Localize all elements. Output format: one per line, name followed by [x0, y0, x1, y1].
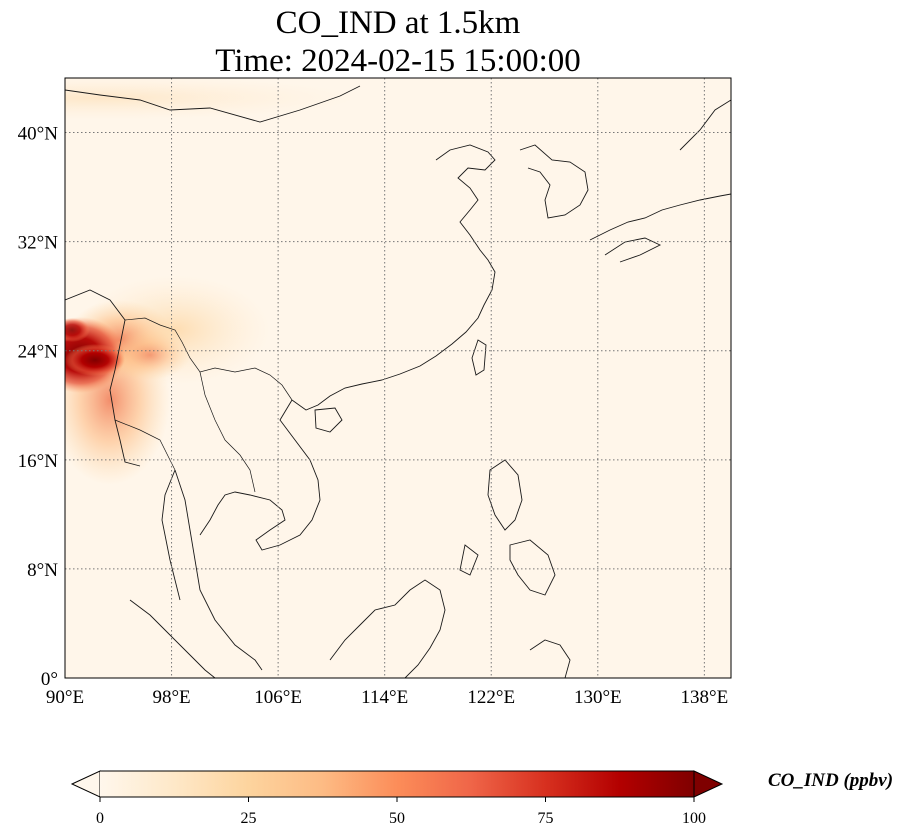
- colorbar-tick-labels: 0 25 50 75 100: [96, 797, 706, 827]
- colorbar-extend-min: [70, 770, 101, 798]
- colorbar-tick-label: 75: [538, 810, 554, 827]
- colorbar-extend-max: [693, 770, 724, 798]
- lat-tick-label: 16°N: [18, 451, 59, 472]
- colorbar-gradient: [100, 771, 694, 797]
- colorbar-tick-label: 50: [389, 810, 405, 827]
- co-concentration-field: [65, 78, 360, 485]
- lon-tick-label: 90°E: [46, 687, 84, 708]
- gridlines: [65, 78, 731, 678]
- lat-tick-label: 8°N: [27, 560, 58, 581]
- lon-tick-label: 138°E: [681, 687, 729, 708]
- lon-tick-label: 122°E: [467, 687, 515, 708]
- colorbar-tick-label: 0: [96, 810, 104, 827]
- colorbar-tick-label: 25: [241, 810, 257, 827]
- longitude-tick-labels: 90°E 98°E 106°E 114°E 122°E 130°E 138°E: [46, 687, 728, 708]
- lat-tick-label: 24°N: [18, 342, 59, 363]
- lon-tick-label: 106°E: [254, 687, 302, 708]
- lon-tick-label: 114°E: [361, 687, 408, 708]
- colorbar: 0 25 50 75 100: [70, 770, 724, 827]
- title-line-1: CO_IND at 1.5km: [275, 5, 521, 41]
- map-frame: [64, 77, 732, 679]
- latitude-tick-labels: 0° 8°N 16°N 24°N 32°N 40°N: [18, 124, 59, 690]
- lat-tick-label: 32°N: [18, 233, 59, 254]
- colorbar-label: CO_IND (ppbv): [768, 770, 894, 791]
- lon-tick-label: 130°E: [574, 687, 622, 708]
- lat-tick-label: 0°: [41, 669, 58, 690]
- colorbar-tick-label: 100: [682, 810, 706, 827]
- map-title: CO_IND at 1.5km Time: 2024-02-15 15:00:0…: [65, 4, 731, 80]
- coastlines-and-borders: [65, 85, 731, 678]
- lon-tick-label: 98°E: [152, 687, 190, 708]
- title-line-2: Time: 2024-02-15 15:00:00: [215, 43, 581, 79]
- lat-tick-label: 40°N: [18, 124, 59, 145]
